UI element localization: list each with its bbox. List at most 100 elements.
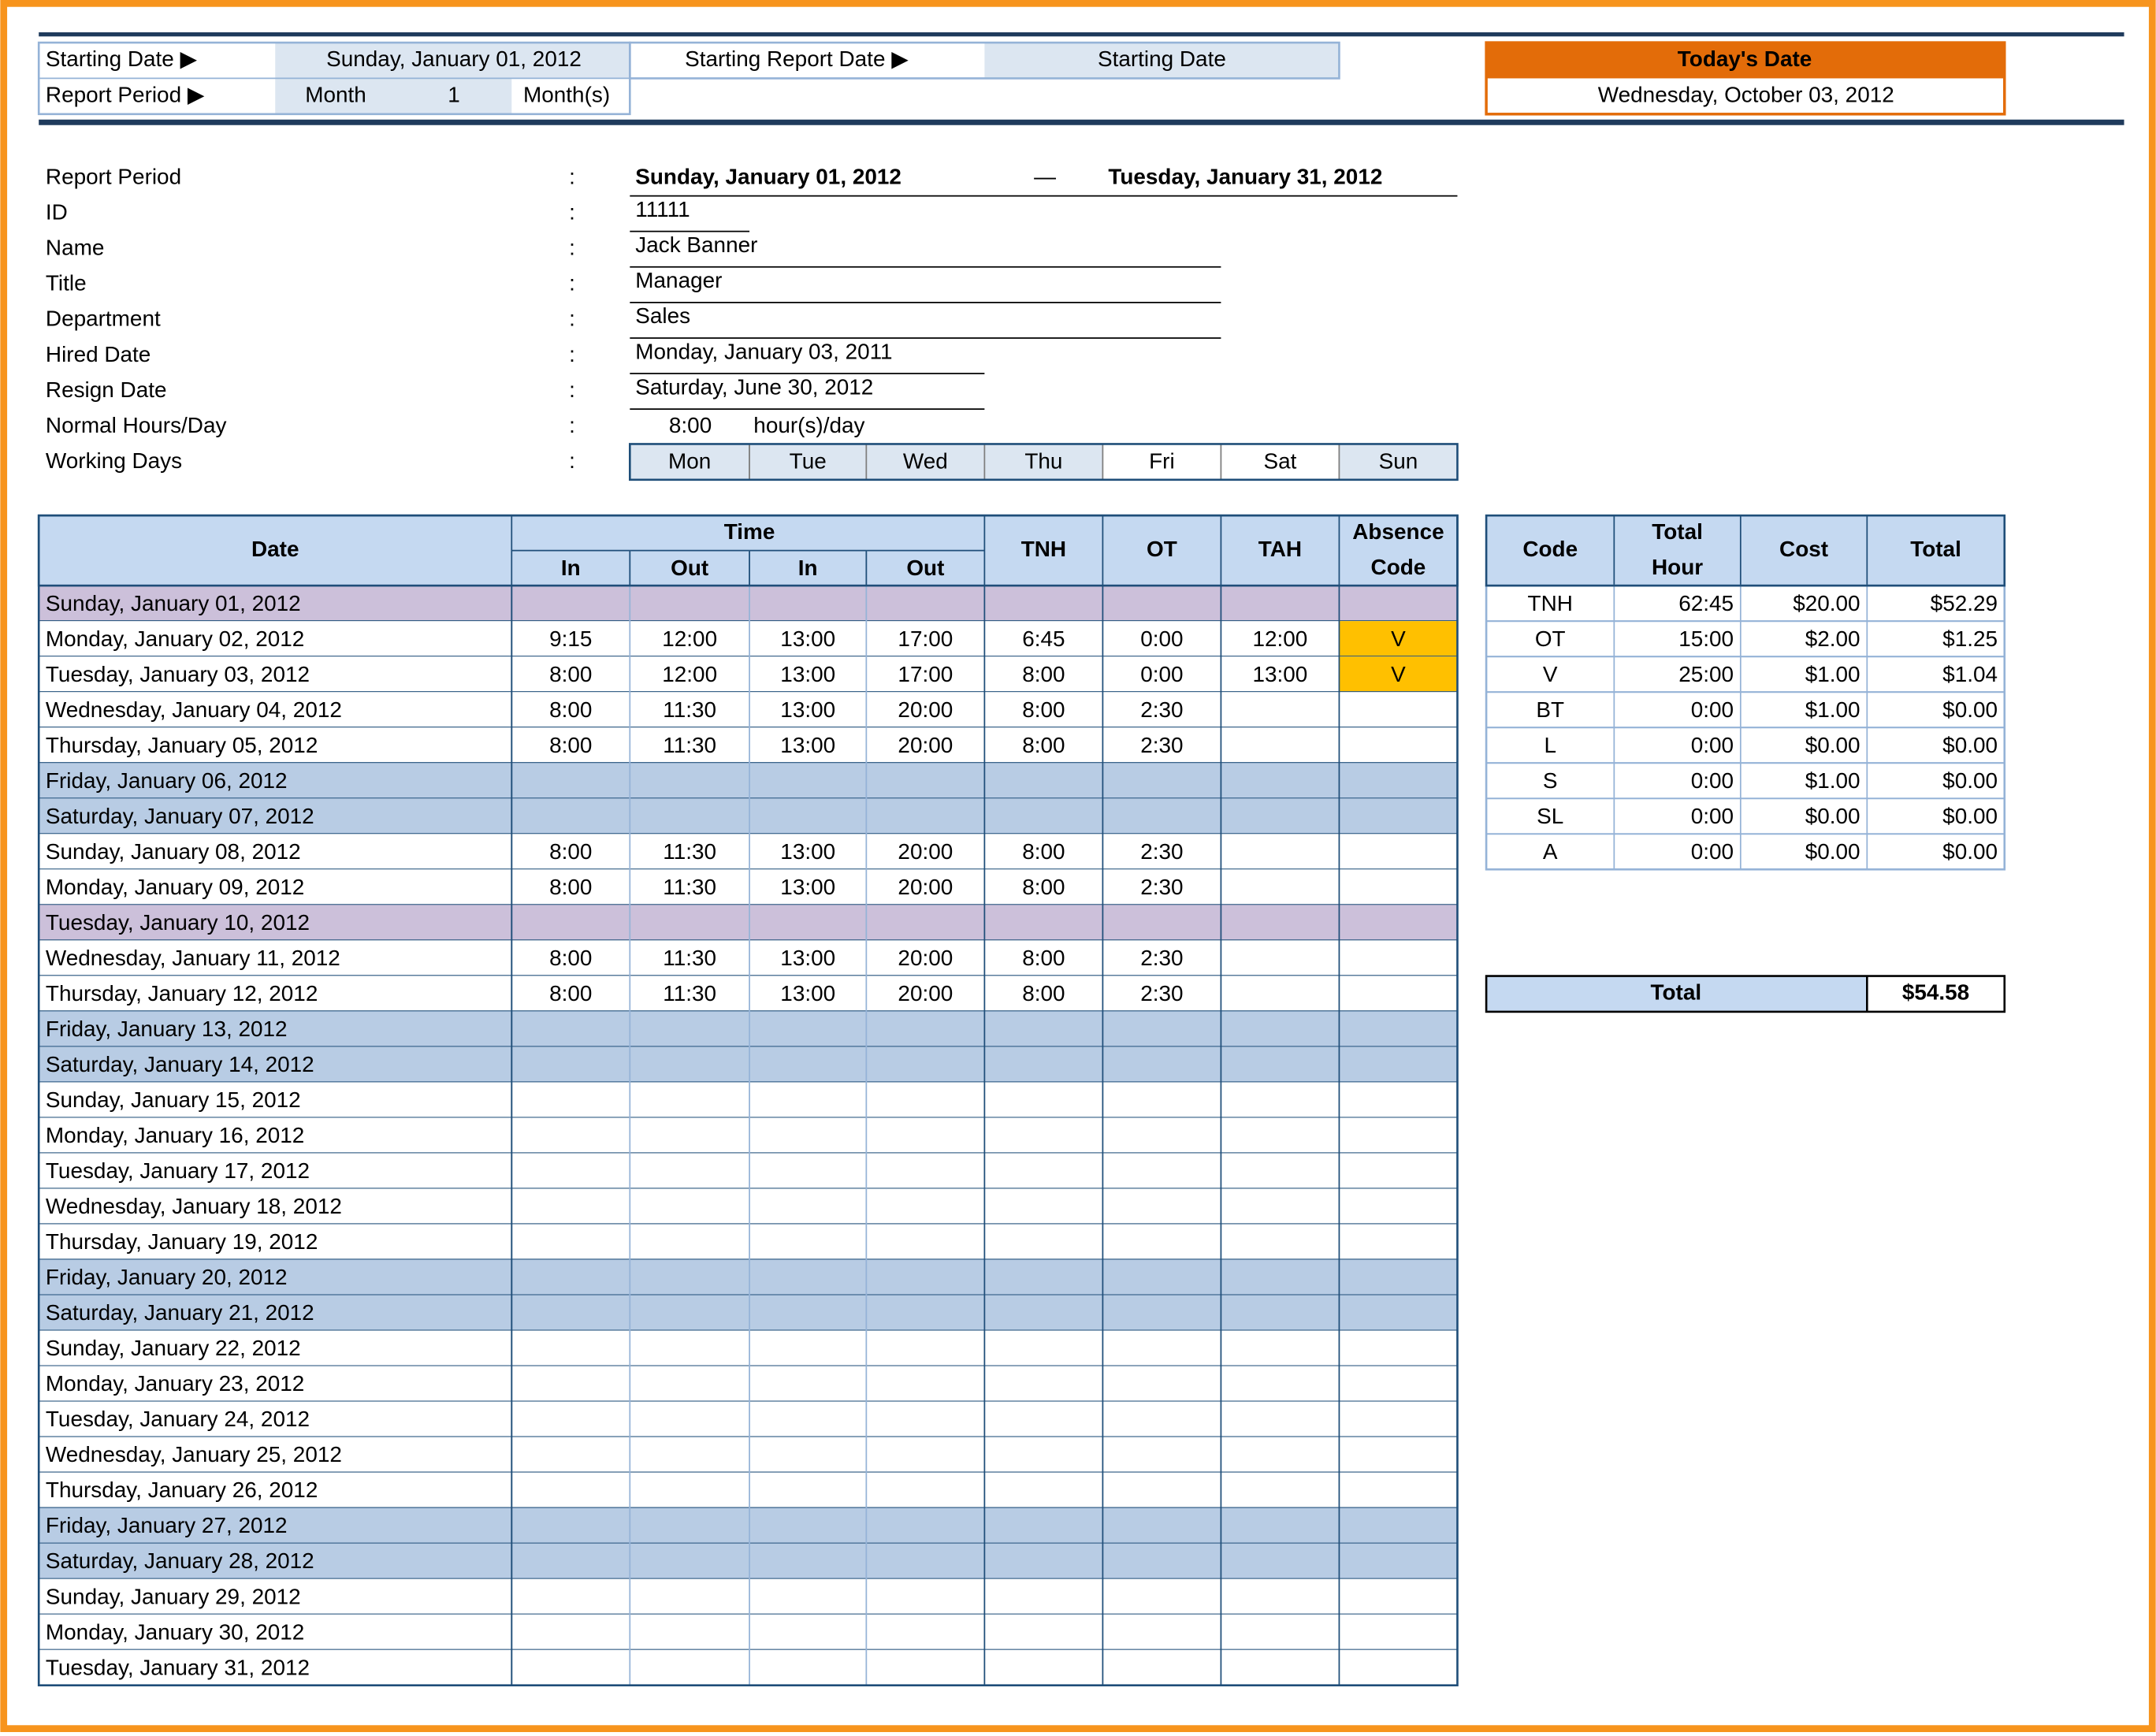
table-cell: 2:30 (1140, 697, 1183, 722)
date-cell: Wednesday, January 18, 2012 (46, 1194, 342, 1218)
date-cell: Friday, January 06, 2012 (46, 768, 288, 793)
info-unit: hour(s)/day (753, 413, 864, 437)
table-cell: 8:00 (549, 662, 592, 686)
summary-cell: SL (1537, 804, 1563, 828)
working-day: Sat (1263, 448, 1296, 473)
date-cell: Tuesday, January 31, 2012 (46, 1655, 310, 1679)
label: Starting Date ▶ (46, 46, 198, 71)
table-cell: 8:00 (549, 733, 592, 757)
working-day: Sun (1379, 448, 1418, 473)
summary-cell: $0.00 (1942, 839, 1998, 864)
table-cell: 8:00 (1022, 662, 1065, 686)
colon: : (569, 342, 575, 366)
summary-cell: $1.00 (1805, 768, 1860, 793)
date-cell: Sunday, January 29, 2012 (46, 1584, 301, 1608)
summary-cell: TNH (1528, 591, 1573, 615)
summary-cell: V (1543, 662, 1558, 686)
table-cell: 8:00 (1022, 839, 1065, 864)
colon: : (569, 307, 575, 331)
working-day: Fri (1149, 448, 1175, 473)
summary-cell: 0:00 (1691, 697, 1734, 722)
date-cell: Tuesday, January 17, 2012 (46, 1158, 310, 1183)
summary-cell: $0.00 (1805, 733, 1860, 757)
table-cell: 11:30 (663, 697, 716, 722)
info-value: Manager (635, 268, 722, 292)
summary-header (1486, 515, 2005, 586)
table-cell: 20:00 (898, 946, 953, 970)
summary-cell: $20.00 (1793, 591, 1860, 615)
working-day: Thu (1024, 448, 1062, 473)
summary-cell: 25:00 (1678, 662, 1734, 686)
info-label: Resign Date (46, 377, 167, 402)
total-label-cell (1486, 976, 1868, 1012)
info-value: Saturday, June 30, 2012 (635, 374, 873, 399)
info-label: Report Period (46, 164, 181, 188)
table-cell: 13:00 (780, 839, 835, 864)
label: Starting Report Date ▶ (685, 46, 909, 71)
value: Starting Date (1098, 46, 1226, 71)
info-value: 11111 (635, 197, 690, 221)
date-cell: Friday, January 27, 2012 (46, 1513, 288, 1537)
info-label: Title (46, 271, 87, 296)
date-cell: Thursday, January 12, 2012 (46, 981, 318, 1006)
colon: : (569, 377, 575, 402)
column-header: Date (251, 537, 299, 561)
table-cell: 13:00 (780, 662, 835, 686)
summary-header-cell: Total (1910, 537, 1961, 561)
colon: : (569, 164, 575, 188)
date-cell: Sunday, January 08, 2012 (46, 839, 301, 864)
value: Sunday, January 01, 2012 (326, 46, 582, 71)
table-cell: 11:30 (663, 839, 716, 864)
column-header: TNH (1021, 537, 1066, 561)
summary-cell: 0:00 (1691, 733, 1734, 757)
total-value: $54.58 (1902, 980, 1969, 1005)
label: Report Period ▶ (46, 82, 205, 106)
date-cell: Monday, January 16, 2012 (46, 1123, 304, 1147)
summary-cell: 0:00 (1691, 804, 1734, 828)
summary-header-cell: Cost (1779, 537, 1828, 561)
date-cell: Monday, January 30, 2012 (46, 1619, 304, 1644)
summary-cell: $52.29 (1931, 591, 1998, 615)
info-label: Normal Hours/Day (46, 413, 227, 437)
summary-cell: OT (1535, 626, 1566, 651)
table-cell: 20:00 (898, 875, 953, 899)
table-cell: 8:00 (549, 697, 592, 722)
table-cell: 20:00 (898, 697, 953, 722)
date-cell: Sunday, January 01, 2012 (46, 591, 301, 615)
date-cell: Monday, January 09, 2012 (46, 875, 304, 899)
table-cell: 13:00 (780, 946, 835, 970)
table-border (37, 514, 1459, 1686)
date-cell: Saturday, January 28, 2012 (46, 1548, 314, 1573)
today-label: Today's Date (1678, 46, 1812, 71)
column-header: Time (724, 519, 775, 544)
table-cell: 13:00 (780, 733, 835, 757)
info-label: Department (46, 307, 161, 331)
table-cell: 12:00 (1253, 626, 1308, 651)
summary-cell: BT (1536, 697, 1564, 722)
date-cell: Saturday, January 07, 2012 (46, 804, 314, 828)
info-value: Monday, January 03, 2011 (635, 339, 892, 363)
table-cell: 8:00 (549, 981, 592, 1006)
date-cell: Wednesday, January 25, 2012 (46, 1442, 342, 1466)
days-box (629, 443, 1459, 481)
today-value: Wednesday, October 03, 2012 (1598, 82, 1894, 106)
date-cell: Tuesday, January 24, 2012 (46, 1407, 310, 1431)
summary-cell: $1.04 (1942, 662, 1998, 686)
column-header: In (561, 556, 581, 580)
summary-cell: L (1544, 733, 1556, 757)
summary-cell: $1.00 (1805, 662, 1860, 686)
table-cell: 13:00 (780, 981, 835, 1006)
table-cell: 11:30 (663, 981, 716, 1006)
summary-cell: 0:00 (1691, 768, 1734, 793)
working-day: Wed (903, 448, 948, 473)
summary-cell: $1.25 (1942, 626, 1998, 651)
table-cell: 0:00 (1140, 662, 1183, 686)
table-cell: 8:00 (549, 875, 592, 899)
table-cell: 17:00 (898, 626, 953, 651)
total-label: Total (1651, 980, 1702, 1005)
table-cell: 20:00 (898, 839, 953, 864)
table-cell: 2:30 (1140, 839, 1183, 864)
table-cell: 2:30 (1140, 946, 1183, 970)
table-cell: 8:00 (549, 839, 592, 864)
